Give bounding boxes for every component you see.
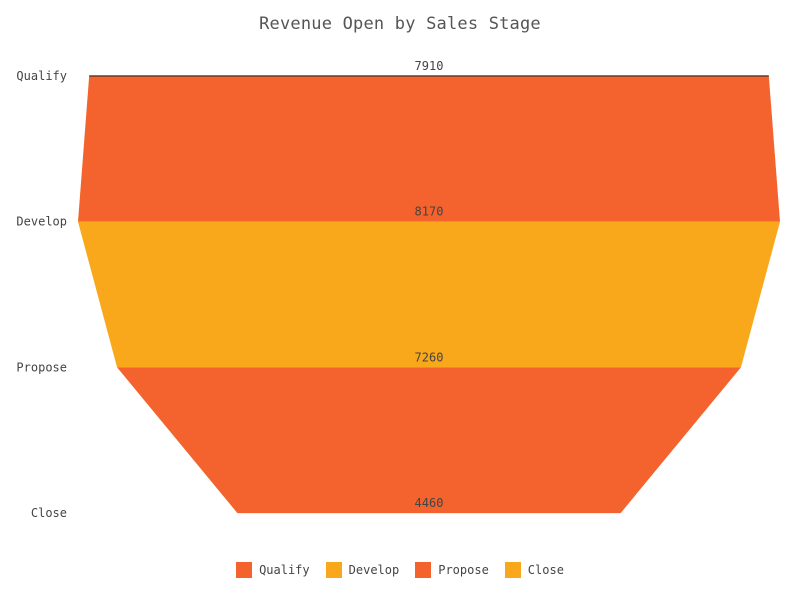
stage-label-close: Close [31,506,67,520]
value-label-propose: 7260 [415,350,444,364]
legend-label-propose: Propose [438,563,489,577]
legend-label-close: Close [527,563,564,577]
legend-item-develop[interactable]: Develop [325,562,400,578]
legend-item-close[interactable]: Close [504,562,564,578]
legend-swatch-qualify [236,562,253,578]
legend: Qualify Develop Propose Close [0,562,800,578]
legend-swatch-develop [325,562,342,578]
legend-swatch-close [504,562,521,578]
legend-item-qualify[interactable]: Qualify [236,562,310,578]
funnel-segment-qualify[interactable] [78,76,780,222]
stage-label-develop: Develop [16,215,67,229]
legend-swatch-propose [415,562,432,578]
funnel-segment-propose[interactable] [117,367,741,514]
value-label-close: 4460 [415,496,444,510]
legend-label-develop: Develop [348,563,400,577]
stage-label-qualify: Qualify [16,69,67,83]
funnel-segment-develop[interactable] [78,221,780,368]
value-label-qualify: 7910 [415,59,444,73]
stage-label-propose: Propose [16,360,67,374]
chart-title: Revenue Open by Sales Stage [259,14,541,34]
legend-item-propose[interactable]: Propose [415,562,489,578]
value-label-develop: 8170 [415,205,444,219]
legend-label-qualify: Qualify [259,563,310,577]
